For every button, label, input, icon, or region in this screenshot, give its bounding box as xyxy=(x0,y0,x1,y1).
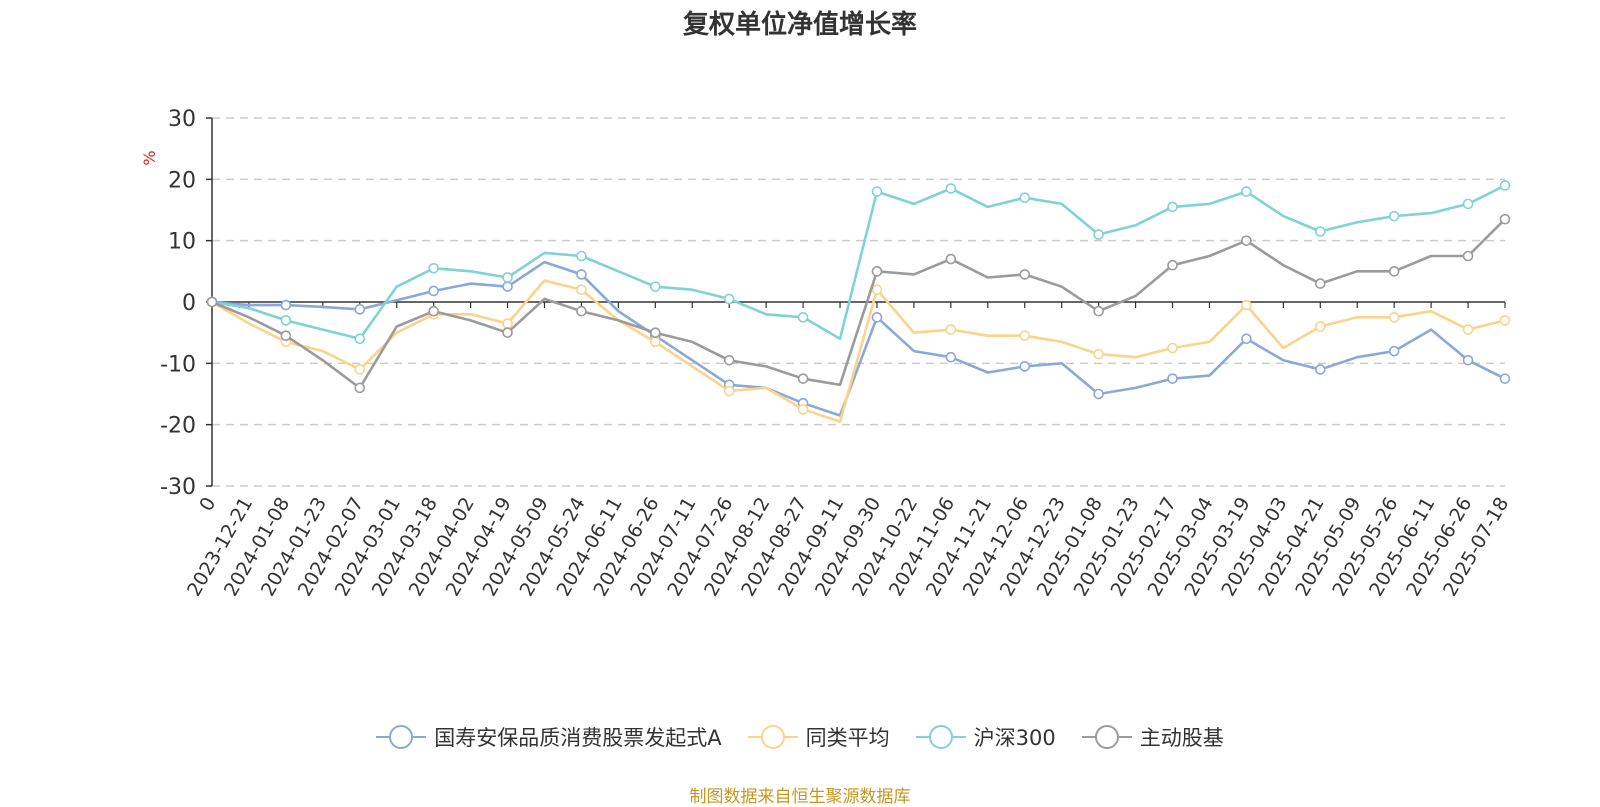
series-point-2 xyxy=(1241,299,1252,311)
series-point-2 xyxy=(871,284,883,296)
y-tick-label: 20 xyxy=(168,168,196,193)
y-tick-label: -20 xyxy=(160,414,196,439)
series-point-2 xyxy=(1167,342,1178,354)
legend-label: 沪深300 xyxy=(973,726,1056,750)
y-axis-label: % xyxy=(140,150,159,165)
series-point-4 xyxy=(206,296,218,308)
series-point-1 xyxy=(1462,354,1474,366)
legend-marker-icon xyxy=(376,725,427,749)
series-point-4 xyxy=(1093,305,1104,317)
series-point-4 xyxy=(650,327,661,338)
series-point-3 xyxy=(1499,180,1511,191)
series-point-3 xyxy=(428,262,439,274)
series-point-2 xyxy=(576,284,587,296)
series-point-1 xyxy=(1241,333,1252,345)
series-line-2 xyxy=(211,279,1506,423)
series-point-2 xyxy=(1388,312,1400,323)
series-point-1 xyxy=(502,281,513,292)
series-point-2 xyxy=(1499,315,1511,326)
legend-marker-icon xyxy=(1081,725,1132,749)
series-point-4 xyxy=(576,305,587,317)
series-point-2 xyxy=(723,385,735,397)
series-point-4 xyxy=(1019,269,1031,280)
legend-item-1[interactable]: 国寿安保品质消费股票发起式A xyxy=(376,722,722,752)
series-point-2 xyxy=(502,318,513,329)
series-point-3 xyxy=(576,250,587,262)
series-point-4 xyxy=(502,327,513,338)
series-point-4 xyxy=(354,382,366,394)
y-tick-label: 30 xyxy=(168,107,196,132)
series-point-3 xyxy=(502,272,513,283)
series-point-1 xyxy=(1093,388,1104,400)
series-point-4 xyxy=(871,266,883,277)
legend-item-2[interactable]: 同类平均 xyxy=(747,722,890,752)
series-point-1 xyxy=(1167,373,1178,384)
series-point-4 xyxy=(1241,235,1252,246)
series-point-2 xyxy=(1093,348,1104,360)
series-point-2 xyxy=(945,324,957,335)
series-point-3 xyxy=(1462,198,1474,210)
series-point-1 xyxy=(871,312,883,323)
series-point-1 xyxy=(945,351,957,363)
legend-item-3[interactable]: 沪深300 xyxy=(915,722,1056,752)
series-point-1 xyxy=(1019,361,1031,372)
series-line-4 xyxy=(211,218,1506,390)
series-point-4 xyxy=(797,373,809,384)
series-point-3 xyxy=(1241,186,1252,197)
series-point-2 xyxy=(650,336,661,348)
y-tick-label: -30 xyxy=(160,475,196,500)
series-point-4 xyxy=(723,354,735,366)
series-point-3 xyxy=(1019,192,1031,204)
legend-label: 国寿安保品质消费股票发起式A xyxy=(434,726,722,750)
series-point-4 xyxy=(1499,213,1511,225)
series-point-1 xyxy=(576,269,587,280)
series-point-4 xyxy=(280,330,292,342)
y-tick-label: -10 xyxy=(160,352,196,377)
series-point-4 xyxy=(1388,266,1400,277)
series-point-3 xyxy=(945,183,957,194)
series-point-1 xyxy=(1388,345,1400,357)
series-point-1 xyxy=(1499,373,1511,384)
series-point-3 xyxy=(1314,226,1326,237)
series-point-3 xyxy=(797,312,809,323)
legend-label: 主动股基 xyxy=(1139,726,1224,750)
series-point-3 xyxy=(1167,201,1178,213)
x-tick-label: 0 xyxy=(195,494,220,515)
series-point-3 xyxy=(280,315,292,326)
y-tick-label: 10 xyxy=(168,230,196,255)
series-point-3 xyxy=(1093,229,1104,240)
series-point-1 xyxy=(428,285,439,297)
series-point-2 xyxy=(1019,330,1031,342)
series-point-4 xyxy=(1314,278,1326,289)
y-tick-label: 0 xyxy=(182,291,196,316)
series-point-3 xyxy=(650,281,661,292)
series-point-2 xyxy=(1314,321,1326,332)
series-line-1 xyxy=(211,260,1506,417)
series-point-4 xyxy=(1167,259,1178,271)
legend-item-4[interactable]: 主动股基 xyxy=(1081,722,1224,752)
series-point-2 xyxy=(1462,324,1474,335)
chart-title: 复权单位净值增长率 xyxy=(682,10,917,40)
series-point-4 xyxy=(1462,250,1474,262)
series-point-2 xyxy=(797,404,809,415)
series-point-1 xyxy=(354,304,366,315)
series-point-3 xyxy=(1388,210,1400,222)
series-point-1 xyxy=(1314,364,1326,375)
series-point-3 xyxy=(723,293,735,305)
legend-marker-icon xyxy=(915,725,966,749)
series-point-3 xyxy=(354,333,366,345)
chart-legend: 国寿安保品质消费股票发起式A 同类平均 沪深300 主动股基 xyxy=(0,722,1600,752)
series-line-3 xyxy=(211,184,1506,341)
series-point-3 xyxy=(871,186,883,197)
series-point-4 xyxy=(428,305,439,317)
series-point-4 xyxy=(945,253,957,265)
series-point-1 xyxy=(280,299,292,311)
legend-label: 同类平均 xyxy=(805,726,890,750)
legend-marker-icon xyxy=(747,725,798,749)
data-source-note: 制图数据来自恒生聚源数据库 xyxy=(689,787,911,807)
series-point-2 xyxy=(354,364,366,375)
